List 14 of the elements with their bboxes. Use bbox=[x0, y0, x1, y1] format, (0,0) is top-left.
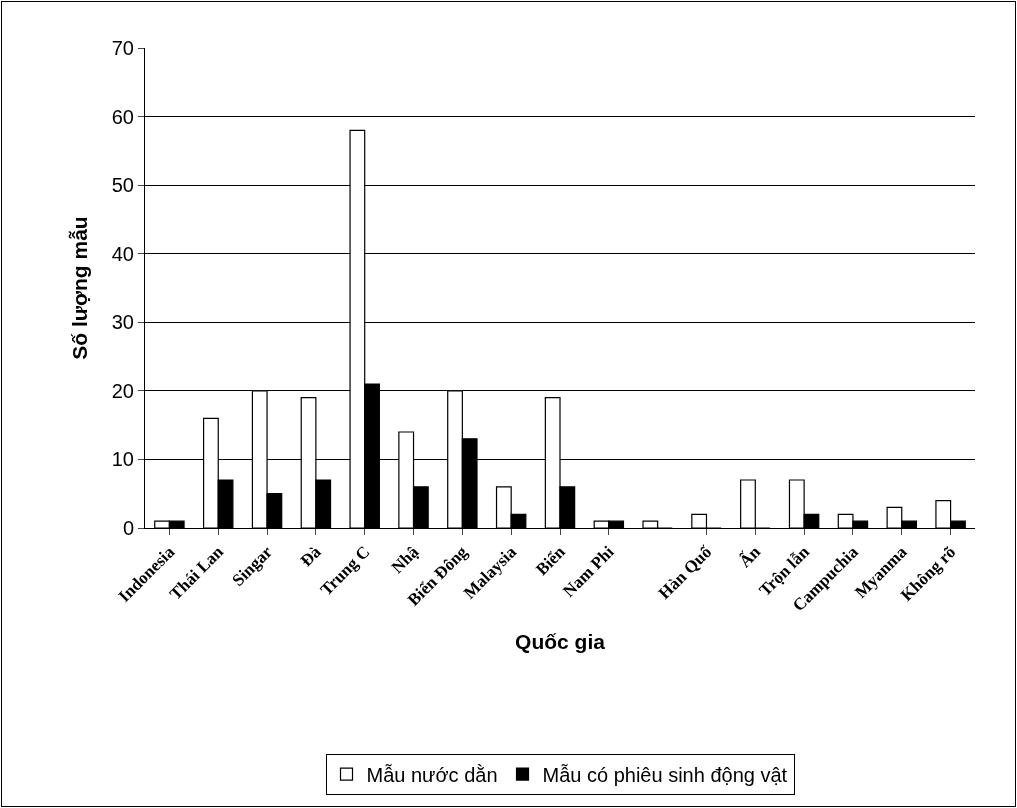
y-axis-title: Số lượng mẫu bbox=[67, 216, 91, 360]
y-tick-label: 20 bbox=[111, 379, 134, 402]
y-tick-label: 30 bbox=[111, 311, 134, 334]
x-tick-label: Ấn bbox=[735, 541, 765, 572]
y-tick-label: 40 bbox=[111, 242, 134, 265]
legend-label: Mẫu có phiêu sinh động vật bbox=[542, 763, 788, 786]
y-tick-label: 0 bbox=[122, 517, 134, 539]
y-tick-label: 70 bbox=[111, 37, 134, 59]
legend-label: Mẫu nước dằn bbox=[366, 763, 498, 786]
y-tick-label: 50 bbox=[111, 174, 134, 197]
x-tick-label: Nhậ bbox=[387, 541, 423, 578]
y-tick-label: 10 bbox=[111, 448, 134, 471]
y-tick-label: 60 bbox=[111, 105, 134, 128]
x-axis-title: Quốc gia bbox=[515, 630, 606, 654]
